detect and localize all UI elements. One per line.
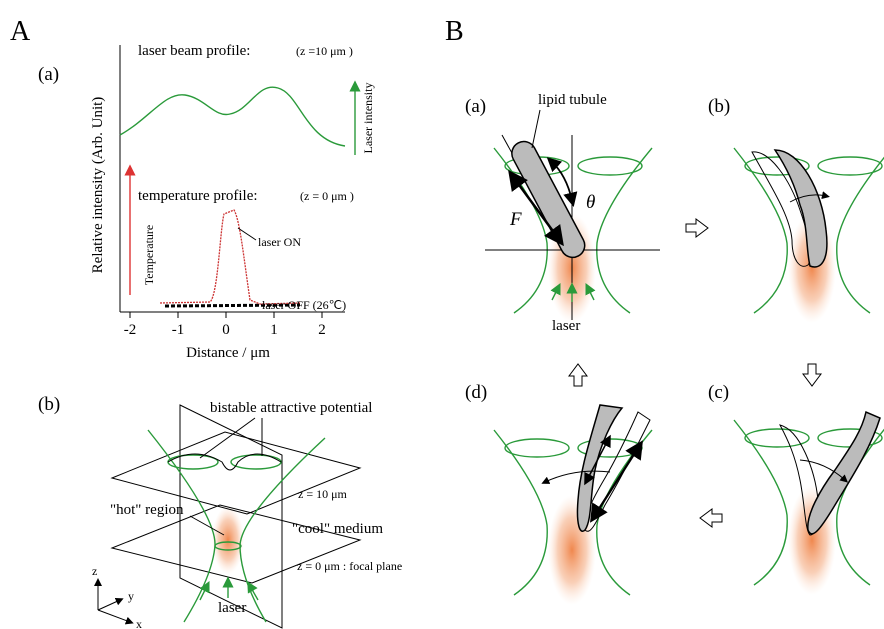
y-axis-3d (98, 600, 120, 610)
x-tick-label: 1 (270, 322, 278, 338)
step-label: (c) (708, 382, 729, 403)
x-ticks: -2 -1 0 1 2 (124, 312, 326, 338)
axis-x-label: x (136, 617, 142, 629)
intensity-label: Laser intensity (361, 83, 375, 154)
x-tick-label: 0 (222, 322, 230, 338)
y-axis-label: Relative intensity (Arb. Unit) (90, 97, 106, 274)
figure: A (a) laser beam profile: (z =10 μm ) te… (0, 0, 884, 629)
panel-label: A (10, 16, 31, 47)
step-arrow (686, 219, 708, 237)
force-arrow (595, 448, 638, 515)
temp-z: (z = 0 μm ) (300, 189, 354, 203)
focal-label: z = 0 μm : focal plane (297, 559, 402, 573)
laser-label: laser (218, 600, 246, 616)
potential-label: bistable attractive potential (210, 400, 372, 416)
laser-on-label: laser ON (258, 235, 301, 249)
temperature-label: Temperature (142, 225, 156, 285)
hot-region (212, 506, 244, 574)
step-arrow (569, 364, 587, 386)
x-tick-label: -2 (124, 322, 137, 338)
lipid-tubule (808, 412, 880, 534)
subpanel-label: (b) (38, 394, 60, 415)
cool-label: "cool" medium (292, 521, 383, 537)
laser-label: laser (552, 318, 580, 334)
x-axis-label: Distance / μm (186, 345, 270, 361)
laser-on-curve (160, 210, 300, 304)
angle-label: θ (586, 192, 595, 213)
leader-line (532, 110, 540, 148)
laser-off-label: laser OFF (26℃) (262, 298, 346, 312)
lipid-tubule (508, 137, 589, 261)
panel-label: B (445, 16, 464, 47)
hot-label: "hot" region (110, 502, 184, 518)
tubule-label: lipid tubule (538, 92, 607, 108)
beam-title: laser beam profile: (138, 43, 250, 59)
x-axis-3d (98, 610, 130, 622)
beam-curve (120, 87, 345, 146)
axis-z-label: z (92, 564, 97, 578)
step-label: (a) (465, 96, 486, 117)
temp-title: temperature profile: (138, 188, 258, 204)
beam-z: (z =10 μm ) (296, 44, 353, 58)
axis-y-label: y (128, 589, 134, 603)
force-label: F (509, 209, 522, 230)
step-label: (d) (465, 382, 487, 403)
subpanel-label: (a) (38, 64, 59, 85)
laser-trap (494, 430, 652, 605)
step-label: (b) (708, 96, 730, 117)
x-tick-label: 2 (318, 322, 326, 338)
z-top-label: z = 10 μm (298, 487, 348, 501)
motion-arrow (545, 471, 610, 482)
step-arrow (700, 509, 722, 527)
step-arrow (803, 364, 821, 386)
x-tick-label: -1 (172, 322, 185, 338)
potential-curve (168, 454, 281, 470)
